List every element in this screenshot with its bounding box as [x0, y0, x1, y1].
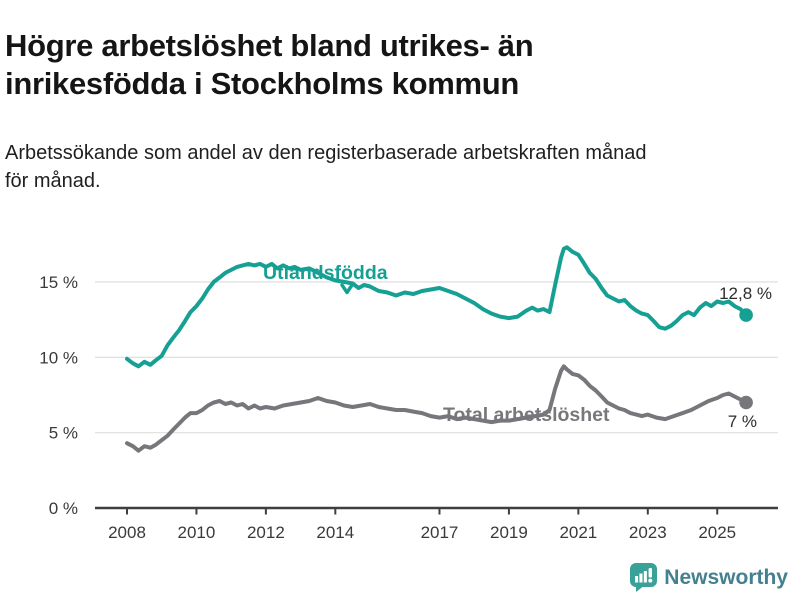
y-axis-tick-label: 10 % [39, 348, 78, 367]
page-title: Högre arbetslöshet bland utrikes- än inri… [5, 27, 534, 101]
logo-bar-short [635, 576, 639, 583]
logo-exclamation-dot [648, 578, 653, 583]
y-axis-tick-label: 15 % [39, 273, 78, 292]
y-axis-tick-label: 5 % [49, 424, 78, 443]
x-axis-tick-label: 2019 [490, 523, 528, 542]
x-axis-tick-label: 2014 [316, 523, 354, 542]
x-axis-tick-label: 2008 [108, 523, 146, 542]
series-label: Total arbetslöshet [443, 404, 610, 426]
series-end-value-label: 12,8 % [719, 284, 772, 303]
newsworthy-brand-text: Newsworthy [664, 565, 788, 589]
series-end-dot-total [739, 395, 753, 410]
series-label: Utlandsfödda [263, 262, 388, 284]
logo-exclamation-stem [648, 568, 653, 578]
x-axis-tick-label: 2025 [698, 523, 736, 542]
logo-bar-tall [644, 571, 648, 583]
x-axis-tick-label: 2017 [421, 523, 459, 542]
series-line-utlandsfodda [125, 245, 749, 369]
footer-brand: Newsworthy [630, 563, 788, 592]
newsworthy-logo-icon [630, 563, 658, 592]
x-axis-tick-label: 2010 [178, 523, 216, 542]
series-line-total [125, 364, 749, 453]
x-axis-tick-label: 2021 [559, 523, 597, 542]
x-axis-tick-label: 2012 [247, 523, 285, 542]
series-end-value-label: 7 % [728, 412, 757, 431]
chart-subtitle: Arbetssökande som andel av den registerb… [5, 142, 647, 192]
series-label-chevron-icon [340, 283, 354, 295]
x-axis-tick-label: 2023 [629, 523, 667, 542]
series-end-dot-utlandsfodda [739, 308, 753, 322]
y-axis-tick-label: 0 % [49, 499, 78, 518]
logo-bar-mid [639, 573, 643, 583]
